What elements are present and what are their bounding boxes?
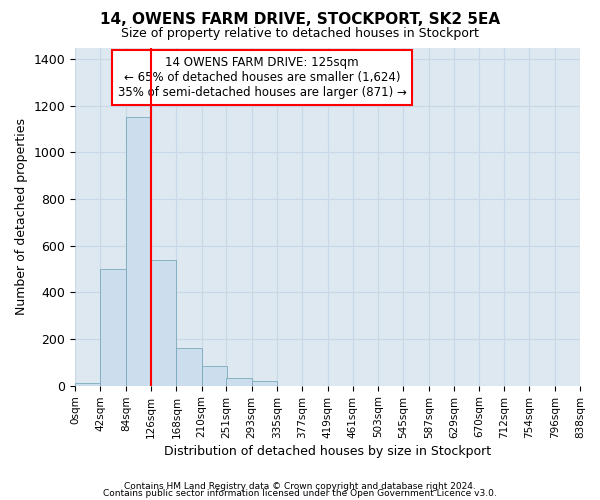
Bar [202,366,227,386]
Text: 14, OWENS FARM DRIVE, STOCKPORT, SK2 5EA: 14, OWENS FARM DRIVE, STOCKPORT, SK2 5EA [100,12,500,28]
Text: Contains public sector information licensed under the Open Government Licence v3: Contains public sector information licen… [103,490,497,498]
Bar [226,378,251,386]
Text: Contains HM Land Registry data © Crown copyright and database right 2024.: Contains HM Land Registry data © Crown c… [124,482,476,491]
Bar [100,269,126,386]
Bar [75,384,100,386]
Bar [176,348,202,386]
Bar [126,118,151,386]
Bar [151,260,176,386]
Text: Size of property relative to detached houses in Stockport: Size of property relative to detached ho… [121,28,479,40]
Bar [251,381,277,386]
X-axis label: Distribution of detached houses by size in Stockport: Distribution of detached houses by size … [164,444,491,458]
Text: 14 OWENS FARM DRIVE: 125sqm
← 65% of detached houses are smaller (1,624)
35% of : 14 OWENS FARM DRIVE: 125sqm ← 65% of det… [118,56,406,99]
Y-axis label: Number of detached properties: Number of detached properties [15,118,28,315]
